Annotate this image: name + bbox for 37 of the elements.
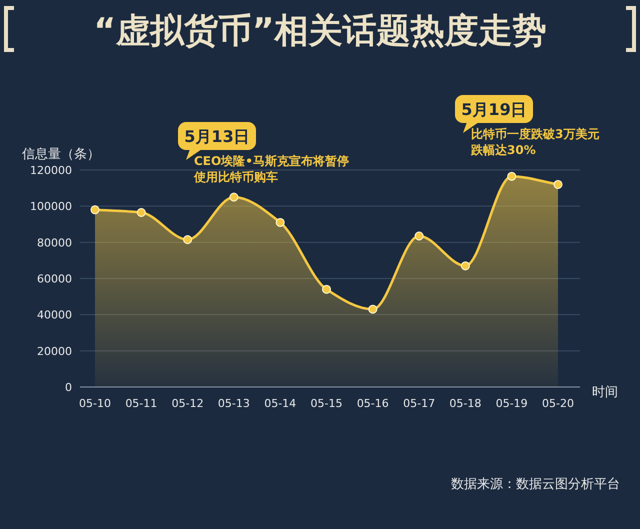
point (90, 205, 100, 214)
x-tick-label: 05-19 (496, 397, 528, 410)
x-tick-label: 05-10 (79, 397, 111, 410)
y-tick-label: 120000 (30, 164, 72, 177)
y-tick-label: 40000 (37, 308, 72, 322)
point (554, 180, 562, 189)
y-tick-label: 60000 (37, 272, 72, 286)
point (460, 261, 470, 270)
point (507, 172, 516, 181)
text: 5月19日 (461, 100, 527, 119)
text: 比特币一度跌破3万美元跌幅达30% (470, 127, 600, 157)
x-tick-label: 05-14 (264, 397, 296, 410)
y-tick-label: 80000 (37, 236, 72, 250)
y-axis-title: 信息量（条） (22, 147, 100, 162)
y-tick-label: 20000 (37, 344, 72, 358)
x-tick-label: 05-20 (542, 397, 574, 410)
point (136, 208, 146, 217)
x-tick-label: 05-11 (125, 397, 158, 410)
point (414, 232, 424, 241)
text: 5月13日 (184, 127, 250, 146)
y-tick-label: 100000 (30, 200, 72, 214)
x-tick-label: 05-17 (403, 397, 436, 410)
source-note: 数据来源：数据云图分析平台 (451, 477, 620, 492)
point (322, 284, 331, 294)
point (368, 304, 378, 314)
point (229, 192, 238, 202)
point (276, 218, 285, 227)
annotation: CEO埃隆•马斯克宣布将暂停使用比特币购车 (193, 154, 349, 184)
chart-title: “虚拟货币”相关话题热度走势 (94, 11, 546, 51)
x-tick-label: 05-16 (356, 397, 389, 410)
x-tick-label: 05-18 (449, 397, 482, 410)
x-tick-label: 05-12 (172, 397, 204, 410)
x-axis-title: 时间 (592, 385, 618, 400)
x-tick-label: 05-13 (218, 397, 250, 410)
point (183, 235, 192, 244)
y-tick-label: 0 (65, 381, 72, 394)
x-tick-label: 05-15 (310, 397, 342, 410)
